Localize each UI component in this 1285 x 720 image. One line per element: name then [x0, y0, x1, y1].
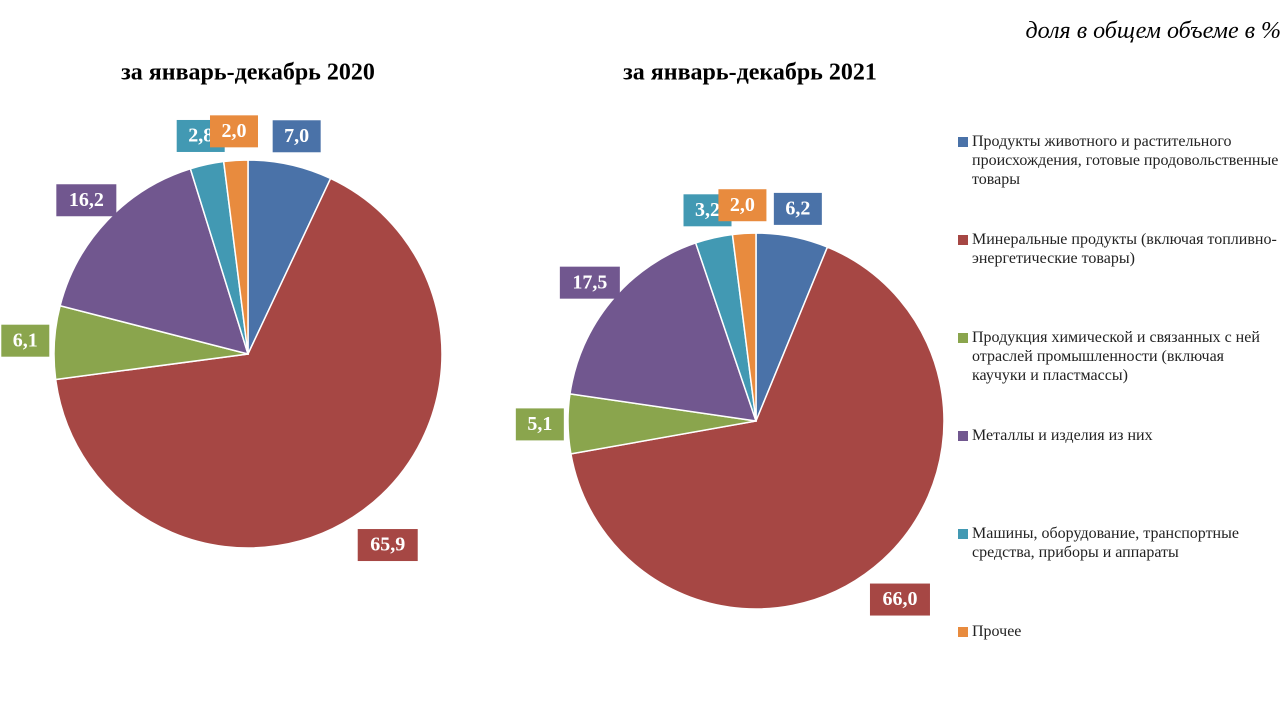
- legend-entry: Машины, оборудование, транспортные средс…: [956, 524, 1282, 622]
- pie-slice: [59, 167, 250, 356]
- data-label: 6,1: [13, 329, 38, 351]
- subtitle: доля в общем объеме в %: [1025, 18, 1281, 44]
- data-label: 6,2: [785, 197, 810, 219]
- data-label: 66,0: [882, 588, 917, 610]
- legend-label: Продукция химической и связанных с ней о…: [972, 329, 1260, 384]
- label-box: [559, 266, 620, 299]
- data-label: 65,9: [370, 534, 405, 556]
- legend-swatch: [958, 333, 968, 343]
- label-box: [209, 115, 258, 148]
- legend-label: Минеральные продукты (включая топливно-э…: [972, 231, 1277, 267]
- data-label: 5,1: [527, 413, 552, 435]
- data-label: 2,8: [188, 125, 213, 147]
- data-label: 7,0: [284, 125, 309, 147]
- data-label: 16,2: [69, 189, 104, 211]
- pie-slice: [731, 232, 757, 422]
- legend-swatch: [958, 235, 968, 245]
- charts: за январь-декабрь 2020 7,0 65,9 6,1 16,2 2,8 2…: [1, 60, 945, 616]
- legend-label: Машины, оборудование, транспортные средс…: [972, 525, 1239, 561]
- data-label: 3,2: [695, 199, 720, 221]
- legend: Продукты животного и растительного проис…: [956, 132, 1282, 720]
- label-box: [773, 192, 822, 225]
- label-box: [515, 408, 564, 441]
- page: за январь-декабрь 2020 7,0 65,9 6,1 16,2 2,8 2…: [1, 18, 1281, 640]
- data-label: 2,0: [730, 194, 755, 216]
- chart-title: за январь-декабрь 2020: [121, 60, 375, 86]
- data-label: 17,5: [572, 271, 607, 293]
- legend-swatch: [958, 137, 968, 147]
- legend-label: Прочее: [972, 623, 1022, 640]
- legend-swatch: [958, 627, 968, 637]
- legend-entry: Прочее: [956, 622, 1282, 720]
- legend-entry: Продукты животного и растительного проис…: [956, 132, 1282, 230]
- label-box: [869, 583, 930, 616]
- pie-slice: [54, 177, 443, 549]
- data-label: 2,0: [221, 120, 246, 142]
- legend-entry: Минеральные продукты (включая топливно-э…: [956, 230, 1282, 328]
- legend-swatch: [958, 529, 968, 539]
- pie-slice: [222, 159, 249, 355]
- label-box: [357, 529, 418, 562]
- legend-entry: Металлы и изделия из них: [956, 426, 1282, 524]
- pie-slice: [569, 241, 758, 422]
- legend-entry: Продукция химической и связанных с ней о…: [956, 328, 1282, 426]
- legend-label: Продукты животного и растительного проис…: [972, 133, 1279, 188]
- chart-title: за январь-декабрь 2021: [623, 60, 877, 86]
- label-box: [56, 184, 117, 217]
- legend-label: Металлы и изделия из них: [972, 427, 1153, 444]
- label-box: [718, 189, 767, 222]
- legend-swatch: [958, 431, 968, 441]
- label-box: [272, 120, 321, 153]
- pie-slice: [570, 246, 945, 610]
- label-box: [1, 324, 50, 357]
